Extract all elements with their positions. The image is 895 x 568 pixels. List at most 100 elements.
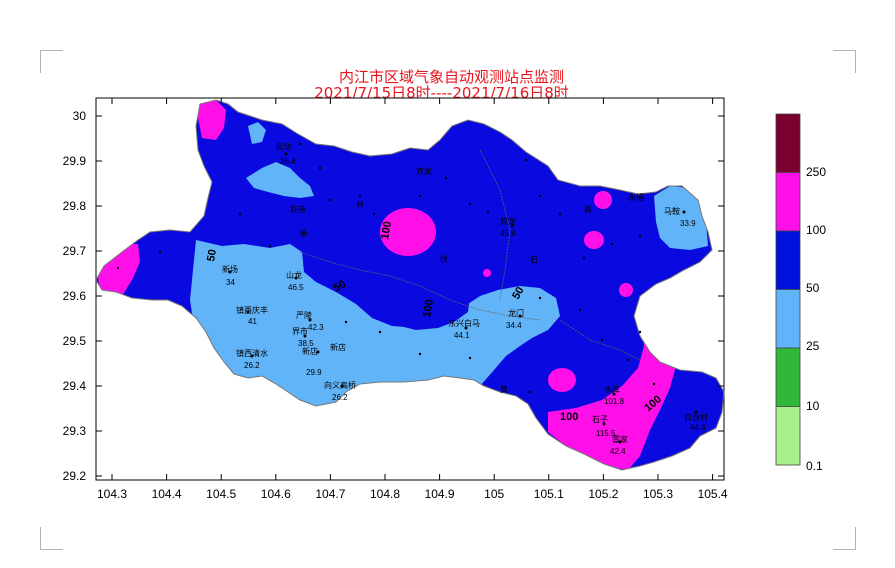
station-label: 界: [356, 201, 364, 210]
light-blue-zone-small: [248, 122, 266, 144]
station-name: 镇西庆丰: [236, 305, 268, 315]
station-name: 新店: [302, 346, 318, 356]
x-tick-label: 104.5: [206, 487, 236, 501]
station-label: 新: [300, 228, 308, 238]
x-tick-label: 104.3: [97, 487, 127, 501]
station: 东兴白马 44.1: [448, 318, 480, 340]
x-tick-label: 104.6: [261, 487, 291, 501]
station-name: 新场: [222, 264, 238, 274]
station-name: 风华: [276, 142, 292, 152]
station-label: 石: [530, 255, 538, 264]
station-name: 石子: [592, 415, 608, 424]
x-tick-label: 105.4: [698, 487, 728, 501]
y-tick-label: 29.9: [63, 154, 87, 168]
dark-blue-core: [306, 232, 470, 330]
station: 界市 38.5: [292, 326, 314, 348]
x-axis: 104.3 104.4 104.5 104.6 104.7 104.8 104.9 105 10…: [97, 98, 728, 501]
magenta-zone-north: [196, 100, 226, 140]
station-value: 26.2: [244, 361, 260, 370]
legend-label: 50: [806, 281, 820, 295]
legend-swatch: [775, 113, 801, 173]
magenta-zone-ne-small: [594, 191, 612, 209]
station-name: 严陵: [296, 311, 312, 320]
station: 雷家 42.4: [610, 434, 628, 456]
x-tick-label: 104.4: [152, 487, 182, 501]
magenta-zone-central: [380, 208, 436, 256]
y-tick-label: 29.3: [63, 424, 87, 438]
station-value: 42.4: [610, 447, 626, 456]
station: 向义高桥 26.2: [324, 380, 356, 402]
contour-label: 50: [205, 248, 219, 262]
legend-label: 0.1: [806, 459, 823, 473]
station: 镇西清水 26.2: [236, 348, 268, 370]
magenta-zone-e-small: [584, 231, 604, 249]
contour-labels: 100 50 100 100 100 50 50: [205, 220, 664, 423]
magenta-zone-tiny: [483, 269, 491, 277]
station-name: 龙门: [508, 308, 524, 318]
station-label: 高: [584, 204, 592, 214]
x-tick-label: 104.7: [315, 487, 345, 501]
crop-mark-bottom-left: [40, 527, 63, 550]
station-value: 46.5: [288, 283, 304, 292]
station-value: 34.4: [506, 321, 522, 330]
magenta-zone-sw-small: [548, 368, 576, 392]
light-blue-zone-north: [246, 162, 314, 198]
station-value: 38.5: [298, 339, 314, 348]
station-name: 雷家: [612, 434, 628, 444]
crop-mark-bottom-right: [833, 527, 856, 550]
station-name: 向义高桥: [324, 380, 356, 390]
magenta-zone-dot: [619, 283, 633, 297]
x-tick-label: 105.3: [643, 487, 673, 501]
legend: 250 100 50 25 10 0.1: [775, 113, 826, 473]
station: 镇西庆丰 41: [236, 305, 268, 326]
contour-label: 50: [332, 278, 349, 295]
station: 新店 29.9: [302, 346, 322, 377]
legend-swatch: [775, 230, 801, 290]
station-value: 33.9: [680, 219, 696, 228]
legend-swatch: [775, 406, 801, 466]
station-labels: 观音 新 界 双龙 伏 石 新店 永福 黄 高: [116, 142, 656, 394]
district-border: [299, 149, 641, 361]
legend-swatch: [775, 289, 801, 349]
station-label: 观音: [290, 204, 306, 214]
region-border: [95, 99, 725, 471]
crop-mark-top-left: [40, 50, 63, 73]
x-tick-label: 105: [484, 487, 504, 501]
station: 双龙 45.9: [500, 216, 516, 238]
station-label: 黄: [500, 384, 508, 394]
station-value: 42.3: [308, 323, 324, 332]
x-tick-label: 105.2: [588, 487, 618, 501]
station-value: 34: [226, 278, 235, 287]
y-tick-label: 29.5: [63, 334, 87, 348]
station-name: 界市: [292, 326, 308, 336]
station: 龙门 34.4: [506, 308, 524, 330]
magenta-zone-south: [548, 324, 676, 470]
legend-swatch: [775, 347, 801, 407]
station: 山龙 46.5: [286, 270, 304, 292]
y-tick-label: 29.6: [63, 289, 87, 303]
y-tick-label: 29.8: [63, 199, 87, 213]
x-tick-label: 104.8: [370, 487, 400, 501]
station-name: 白合村: [684, 412, 708, 422]
station-value: 26.2: [332, 393, 348, 402]
legend-label: 10: [806, 399, 820, 413]
precipitation-fill: [95, 99, 725, 471]
contour-label: 50: [510, 285, 527, 302]
station: 新场 34: [222, 264, 238, 287]
legend-label: 100: [806, 223, 826, 237]
station-value: 41: [248, 317, 257, 326]
station-value: 45.9: [500, 229, 516, 238]
station-name: 水库: [604, 384, 620, 394]
station: 水库 101.8: [604, 384, 625, 406]
station-value: 29.9: [306, 368, 322, 377]
y-tick-label: 29.2: [63, 469, 87, 483]
contour-label: 100: [379, 220, 394, 240]
light-blue-zone-west: [190, 240, 560, 420]
y-axis: 30 29.9 29.8 29.7 29.6 29.5 29.4 29.3 29.2: [63, 109, 724, 483]
legend-swatch: [775, 172, 801, 232]
station-value: 115.5: [596, 429, 616, 438]
